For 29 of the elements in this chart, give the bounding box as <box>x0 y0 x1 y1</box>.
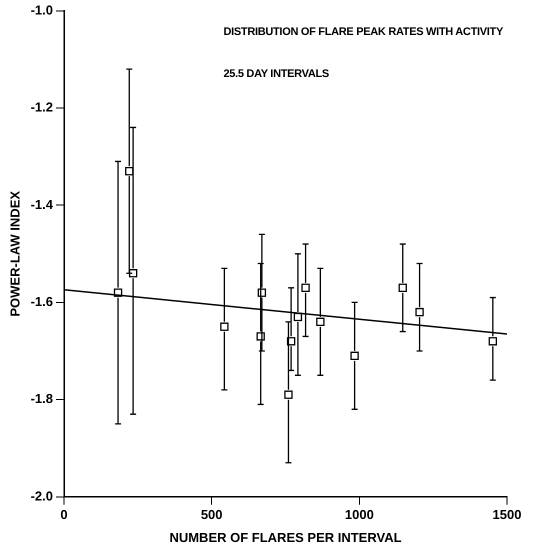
point <box>125 166 134 176</box>
y-axis-title: POWER-LAW INDEX <box>7 190 22 317</box>
y-tick-label: -2.0 <box>30 488 53 504</box>
x-tick-label: 1500 <box>492 507 522 522</box>
point <box>258 288 266 297</box>
point <box>256 332 265 341</box>
point <box>350 352 359 360</box>
point <box>398 284 407 292</box>
point <box>114 288 122 297</box>
point <box>220 322 229 331</box>
annotation: DISTRIBUTION OF FLARE PEAK RATES WITH ACTIVITY <box>223 26 503 38</box>
point <box>284 390 293 399</box>
annotation: 25.5 DAY INTERVALS <box>223 68 329 80</box>
y-tick-label: -1.4 <box>30 196 54 212</box>
y-tick-label: -1.6 <box>30 294 53 309</box>
x-tick-label: 0 <box>60 507 68 522</box>
y-tick-label: -1.8 <box>30 391 53 406</box>
point <box>301 284 310 292</box>
y-tick-label: -1.0 <box>30 2 53 18</box>
point <box>415 308 424 316</box>
point <box>294 312 302 322</box>
x-tick-label: 1000 <box>344 507 374 522</box>
y-tick-label: -1.2 <box>30 100 53 115</box>
point <box>286 337 296 346</box>
point <box>316 318 325 326</box>
point <box>128 269 138 278</box>
point <box>488 337 498 346</box>
x-tick-label: 500 <box>200 507 223 522</box>
x-axis-title: NUMBER OF FLARES PER INTERVAL <box>169 530 402 545</box>
